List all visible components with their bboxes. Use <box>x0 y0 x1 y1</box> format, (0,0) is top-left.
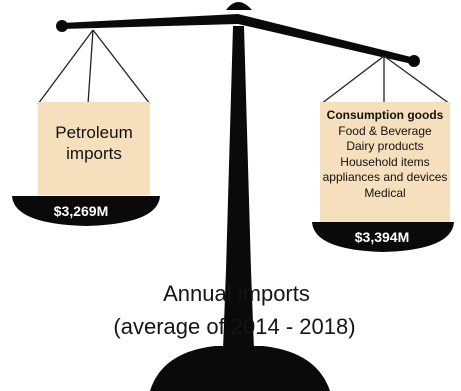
left-beam-knob <box>56 20 68 32</box>
left-pan-amount: $3,269M <box>53 203 109 219</box>
scale-top-knob <box>226 2 252 10</box>
left-string <box>87 29 94 105</box>
right-pan-item: Medical <box>364 185 406 200</box>
right-pan-item: Food & Beverage <box>338 123 432 138</box>
right-pan-item: Household items <box>340 154 430 169</box>
left-pan <box>12 196 160 226</box>
scale-beam <box>62 14 415 64</box>
right-pan-item: Dairy products <box>346 139 424 153</box>
right-pan <box>312 222 454 252</box>
right-pan-item: appliances and devices <box>322 170 448 184</box>
right-string <box>383 55 451 105</box>
right-pan-label-box: Consumption goods Food & Beverage Dairy … <box>320 102 450 222</box>
left-pan-line: Petroleum <box>55 123 133 142</box>
left-string <box>37 29 94 105</box>
caption-subtitle: (average of 2014 - 2018) <box>113 314 356 339</box>
right-pan-heading: Consumption goods <box>326 108 444 122</box>
scale-pillar <box>223 26 254 350</box>
right-beam-knob <box>408 55 420 67</box>
left-string <box>92 29 151 105</box>
left-pan-line: imports <box>66 144 122 163</box>
left-pan-label-box: Petroleum imports <box>38 102 150 195</box>
right-pan-amount: $3,394M <box>354 229 410 245</box>
caption-title: Annual imports <box>163 281 310 306</box>
right-string <box>320 55 385 105</box>
scale-base <box>150 346 330 391</box>
